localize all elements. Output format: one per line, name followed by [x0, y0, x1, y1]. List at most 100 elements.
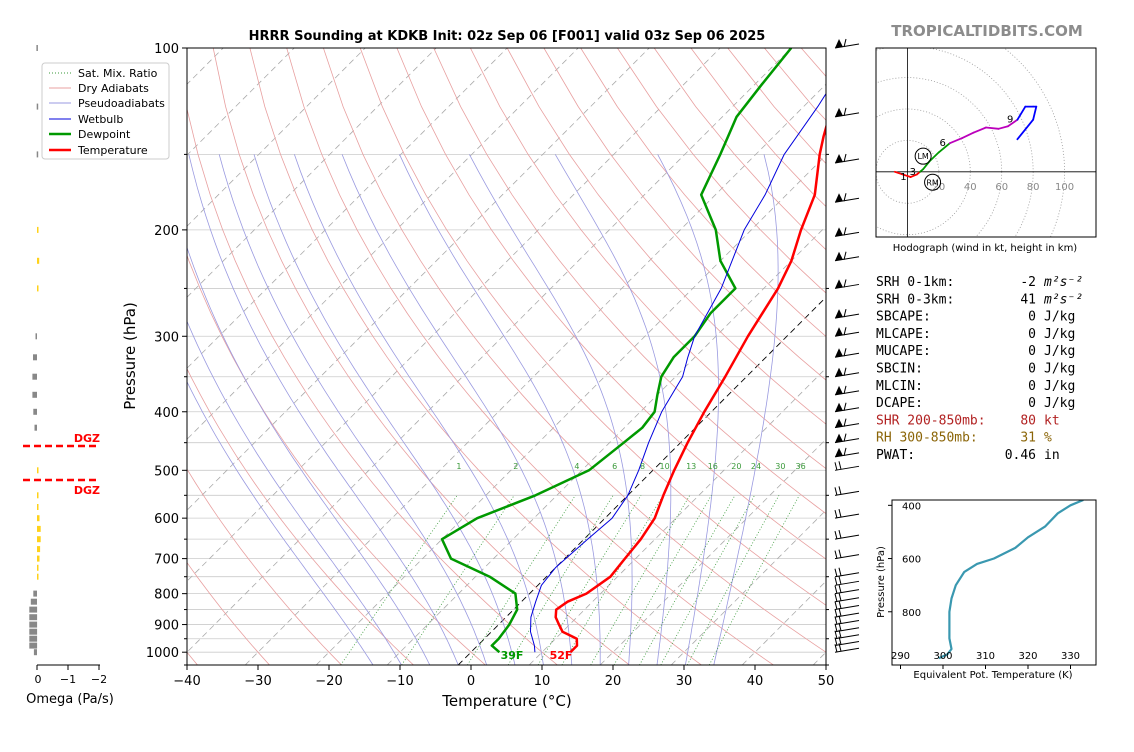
isotherm-line: [812, 651, 826, 665]
stat-label: RH 300-850mb:: [876, 431, 978, 446]
mixing-ratio-line: [590, 495, 691, 665]
theta-y-tick-label: 800: [902, 608, 921, 619]
mixing-ratio-label: 24: [751, 462, 761, 471]
omega-bar: [37, 546, 41, 553]
dgz-bottom-label: DGZ: [74, 484, 100, 497]
moist-adiabat: [294, 154, 544, 665]
moist-adiabat: [657, 154, 720, 665]
mixing-ratio-line: [467, 495, 576, 665]
theta-e-y-label: Pressure (hPa): [876, 546, 887, 618]
mixing-ratio-label: 30: [775, 462, 785, 471]
skewt-background-lines: [187, 48, 826, 665]
stat-label: DCAPE:: [876, 396, 923, 411]
mixing-ratio-label: 10: [660, 462, 670, 471]
mixing-ratio-line: [401, 495, 515, 665]
skewt-frame: [186, 47, 827, 666]
moist-adiabat: [554, 154, 672, 665]
dry-adiabat: [249, 48, 702, 665]
hodograph-height-label: 1: [900, 172, 906, 183]
dry-adiabat: [359, 48, 826, 606]
wind-barb: [834, 279, 860, 289]
wind-barb: [834, 643, 860, 653]
dry-adiabat: [187, 561, 270, 665]
omega-bar: [37, 525, 41, 532]
legend-item: Sat. Mix. Ratio: [78, 67, 158, 80]
dry-adiabat: [187, 107, 558, 665]
isotherm-line: [187, 48, 792, 653]
y-tick-label: 900: [154, 619, 179, 634]
hodograph-segment: [985, 126, 1000, 130]
omega-tick-label: −1: [60, 673, 76, 686]
hodograph-height-label: 6: [939, 138, 945, 149]
hodograph-ring-label: 60: [995, 182, 1008, 193]
y-tick-label: 300: [154, 330, 179, 345]
stat-unit: J/kg: [1044, 362, 1075, 377]
x-tick-label: 50: [818, 674, 835, 689]
y-tick-label: 700: [154, 553, 179, 568]
isotherm-line: [244, 83, 826, 665]
stat-label: PWAT:: [876, 448, 915, 463]
hodograph-segment: [1016, 118, 1035, 141]
mixing-ratio-label: 36: [796, 462, 806, 471]
mixing-ratio-label: 1: [456, 462, 461, 471]
omega-tick-label: −2: [91, 673, 107, 686]
mixing-ratio-label: 20: [731, 462, 741, 471]
omega-bar: [37, 564, 39, 571]
moist-adiabat: [253, 154, 516, 665]
omega-panel: [29, 45, 41, 656]
moist-adiabat: [187, 380, 374, 665]
stat-value: 0: [1028, 379, 1036, 394]
hodograph-caption: Hodograph (wind in kt, height in km): [893, 243, 1078, 254]
omega-bar: [36, 103, 39, 110]
chart-title: HRRR Sounding at KDKB Init: 02z Sep 06 […: [249, 29, 766, 44]
wind-barb: [834, 576, 860, 586]
mixing-ratio-label: 16: [708, 462, 718, 471]
stat-unit: %: [1044, 431, 1052, 446]
x-tick-label: −30: [244, 674, 271, 689]
theta-x-tick-label: 300: [933, 651, 952, 662]
wind-barb: [834, 309, 860, 319]
isotherm-line: [386, 225, 826, 665]
wind-barb: [834, 251, 860, 262]
skewt-axes: 1 2 4 6 8 10 13 16 20 24 30 36−40 −30 −20 −10 0 10 20 30 40…: [146, 42, 834, 689]
omega-bar: [29, 628, 38, 635]
hodograph-segment: [997, 125, 1009, 130]
hodograph-segment: [1016, 105, 1027, 121]
moist-adiabat: [341, 154, 573, 665]
moist-adiabat: [187, 320, 402, 665]
stat-value: 80: [1020, 413, 1036, 428]
wind-barb: [834, 107, 860, 118]
theta-y-tick-label: 400: [902, 501, 921, 512]
omega-bar: [34, 424, 37, 431]
omega-bar: [29, 642, 38, 649]
theta-x-tick-label: 290: [891, 651, 910, 662]
stat-unit: J/kg: [1044, 310, 1075, 325]
stat-unit: J/kg: [1044, 344, 1075, 359]
wind-barbs: [834, 38, 860, 653]
hodograph-ring-label: 40: [964, 182, 977, 193]
stat-value: 41: [1020, 292, 1036, 307]
wind-barb: [834, 447, 860, 458]
dry-adiabat: [212, 48, 630, 665]
hodograph-segment: [972, 126, 987, 134]
omega-bar: [37, 504, 39, 510]
theta-e-axes: 290 300 310 320 330 400 600 800: [888, 501, 1080, 669]
wind-barb: [834, 385, 860, 396]
x-tick-label: −20: [315, 674, 342, 689]
dry-adiabat: [286, 48, 774, 665]
theta-e-frame: [891, 499, 1097, 666]
storm-motion-label: RM: [926, 178, 939, 187]
omega-bar: [37, 515, 40, 522]
omega-ticks: 0 −1 −2: [35, 665, 107, 686]
legend-item: Dewpoint: [78, 128, 131, 141]
wind-barb: [834, 486, 860, 496]
dry-adiabat: [433, 48, 826, 515]
x-tick-label: −10: [386, 674, 413, 689]
y-tick-label: 1000: [146, 646, 179, 661]
stat-unit: J/kg: [1044, 379, 1075, 394]
stat-label: SRH 0-3km:: [876, 292, 954, 307]
moist-adiabat: [187, 246, 431, 665]
omega-bar: [29, 621, 38, 628]
omega-bar: [37, 536, 41, 543]
